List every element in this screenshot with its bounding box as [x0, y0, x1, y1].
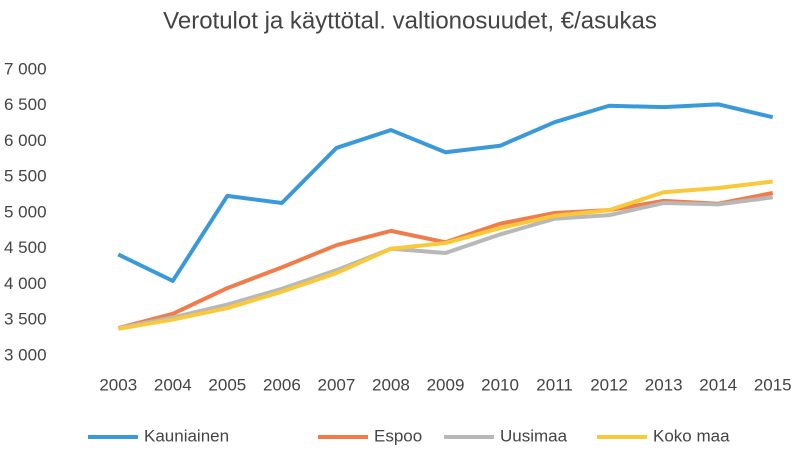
- x-tick-label: 2004: [154, 375, 192, 394]
- y-tick-label: 3 000: [4, 345, 47, 364]
- legend-label: Kauniainen: [144, 426, 229, 445]
- y-tick-label: 7 000: [4, 59, 47, 78]
- x-tick-label: 2007: [318, 375, 356, 394]
- series-line: [117, 179, 773, 331]
- y-tick-label: 5 500: [4, 167, 47, 186]
- legend-label: Koko maa: [653, 426, 730, 445]
- series-line: [117, 195, 773, 331]
- x-tick-label: 2005: [208, 375, 246, 394]
- y-tick-label: 4 500: [4, 238, 47, 257]
- x-tick-label: 2014: [699, 375, 737, 394]
- x-tick-label: 2003: [99, 375, 137, 394]
- x-tick-label: 2013: [645, 375, 683, 394]
- y-tick-label: 6 000: [4, 131, 47, 150]
- y-tick-label: 4 000: [4, 274, 47, 293]
- x-tick-label: 2008: [372, 375, 410, 394]
- x-tick-label: 2010: [481, 375, 519, 394]
- x-tick-label: 2012: [590, 375, 628, 394]
- y-tick-label: 3 500: [4, 310, 47, 329]
- series-line: [117, 102, 774, 283]
- x-tick-label: 2006: [263, 375, 301, 394]
- legend-label: Espoo: [374, 426, 422, 445]
- chart-title: Verotulot ja käyttötal. valtionosuudet, …: [163, 7, 657, 34]
- y-tick-label: 5 000: [4, 202, 47, 221]
- x-tick-label: 2011: [536, 375, 573, 394]
- legend-label: Uusimaa: [500, 426, 568, 445]
- x-tick-label: 2015: [754, 375, 792, 394]
- y-tick-label: 6 500: [4, 95, 47, 114]
- x-tick-label: 2009: [427, 375, 465, 394]
